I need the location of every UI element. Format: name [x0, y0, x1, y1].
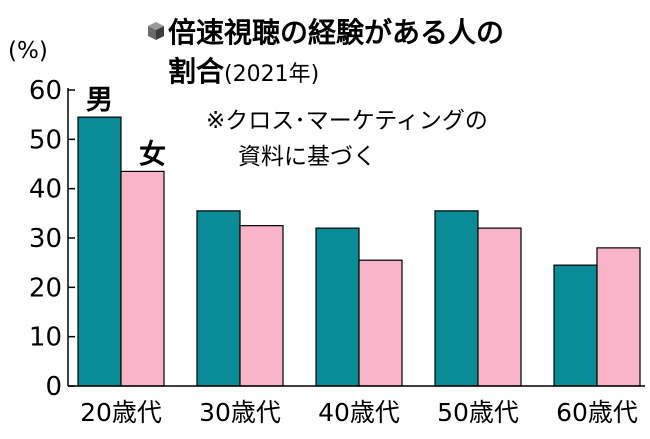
x-tick-label: 50歳代: [437, 398, 519, 427]
source-note-line2: 資料に基づく: [238, 144, 376, 170]
chart-title-part: 割合: [168, 55, 225, 88]
bar-male: [196, 210, 241, 387]
bar-female: [120, 170, 165, 387]
bar-female: [358, 259, 403, 387]
x-tick-label: 60歳代: [556, 398, 638, 427]
source-note-line1: ※クロス･マーケティングの: [206, 108, 488, 134]
bar-male: [77, 116, 122, 387]
bar-female: [239, 225, 284, 387]
y-tick-label: 20: [29, 273, 62, 303]
chart-title-line2: 割合(2021年): [168, 55, 319, 88]
y-tick-label: 10: [29, 323, 62, 353]
bar-female: [477, 227, 522, 387]
y-tick-label: 40: [29, 175, 62, 205]
x-tick-label: 40歳代: [318, 398, 400, 427]
bar-male: [553, 264, 598, 387]
bar-male: [434, 210, 479, 387]
bar-male: [315, 227, 360, 387]
plot-area: 0 10 20 30 40 50 60 20歳代 30歳代 40歳代 50歳代 60歳代 男女: [29, 76, 645, 427]
y-axis-label: (%): [8, 38, 48, 64]
title-icon: [148, 22, 164, 40]
legend-label-female: 女: [139, 138, 166, 170]
legend-label-male: 男: [86, 85, 113, 116]
chart-title-year: (2021年): [224, 62, 319, 87]
bar-female: [596, 247, 641, 387]
y-tick-label: 60: [29, 76, 62, 106]
y-tick-label: 30: [29, 224, 62, 254]
y-tick-label: 0: [45, 372, 62, 402]
x-tick-label: 30歳代: [199, 398, 281, 427]
x-tick-label: 20歳代: [80, 398, 162, 427]
y-tick-label: 50: [29, 125, 62, 155]
chart-title: 倍速視聴の経験がある人の: [168, 16, 504, 49]
